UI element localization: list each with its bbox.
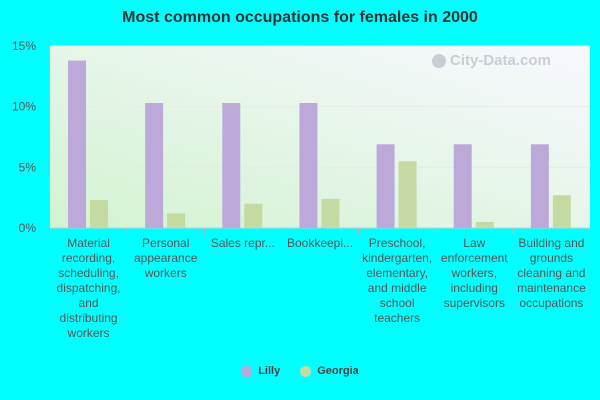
legend-label: Georgia <box>317 365 359 377</box>
search-icon <box>432 53 446 68</box>
bar-georgia[interactable] <box>167 213 186 228</box>
bar-georgia[interactable] <box>475 221 494 228</box>
bar-georgia[interactable] <box>398 161 417 228</box>
bar-lilly[interactable] <box>453 144 472 228</box>
legend-label: Lilly <box>258 365 281 377</box>
legend-swatch <box>241 365 253 377</box>
x-category-label: Building and grounds cleaning and mainte… <box>517 236 586 310</box>
legend: Lilly Georgia <box>0 365 600 377</box>
y-tick-label: 15% <box>12 39 36 53</box>
bar-lilly[interactable] <box>530 144 549 228</box>
bar-lilly[interactable] <box>68 60 86 229</box>
bar-lilly[interactable] <box>299 103 318 228</box>
y-tick-label: 10% <box>12 100 36 114</box>
x-category-label: Sales repr... <box>210 236 275 250</box>
x-category-label: Personal appearance workers <box>134 236 198 280</box>
bar-lilly[interactable] <box>222 103 241 228</box>
y-tick-label: 5% <box>19 160 37 174</box>
x-category-label: Bookkeepi... <box>286 236 354 250</box>
bar-lilly[interactable] <box>145 103 164 228</box>
watermark: City-Data.com <box>432 52 551 69</box>
legend-item-lilly[interactable]: Lilly <box>241 365 280 377</box>
bar-georgia[interactable] <box>552 195 571 228</box>
bar-lilly[interactable] <box>376 144 395 228</box>
y-tick-label: 0% <box>19 221 37 235</box>
bar-georgia[interactable] <box>321 198 340 228</box>
bar-georgia[interactable] <box>244 203 263 228</box>
legend-item-georgia[interactable]: Georgia <box>300 365 359 377</box>
chart-title: Most common occupations for females in 2… <box>122 9 478 26</box>
watermark-text: City-Data.com <box>450 52 551 69</box>
x-category-label: Law enforcement workers, including super… <box>440 236 508 310</box>
plot-background <box>50 46 590 228</box>
x-category-label: Material recording, scheduling, dispatch… <box>56 236 121 340</box>
bar-georgia[interactable] <box>90 200 108 228</box>
x-category-label: Preschool, kindergarten, elementary, and… <box>362 236 433 325</box>
legend-swatch <box>300 365 312 377</box>
